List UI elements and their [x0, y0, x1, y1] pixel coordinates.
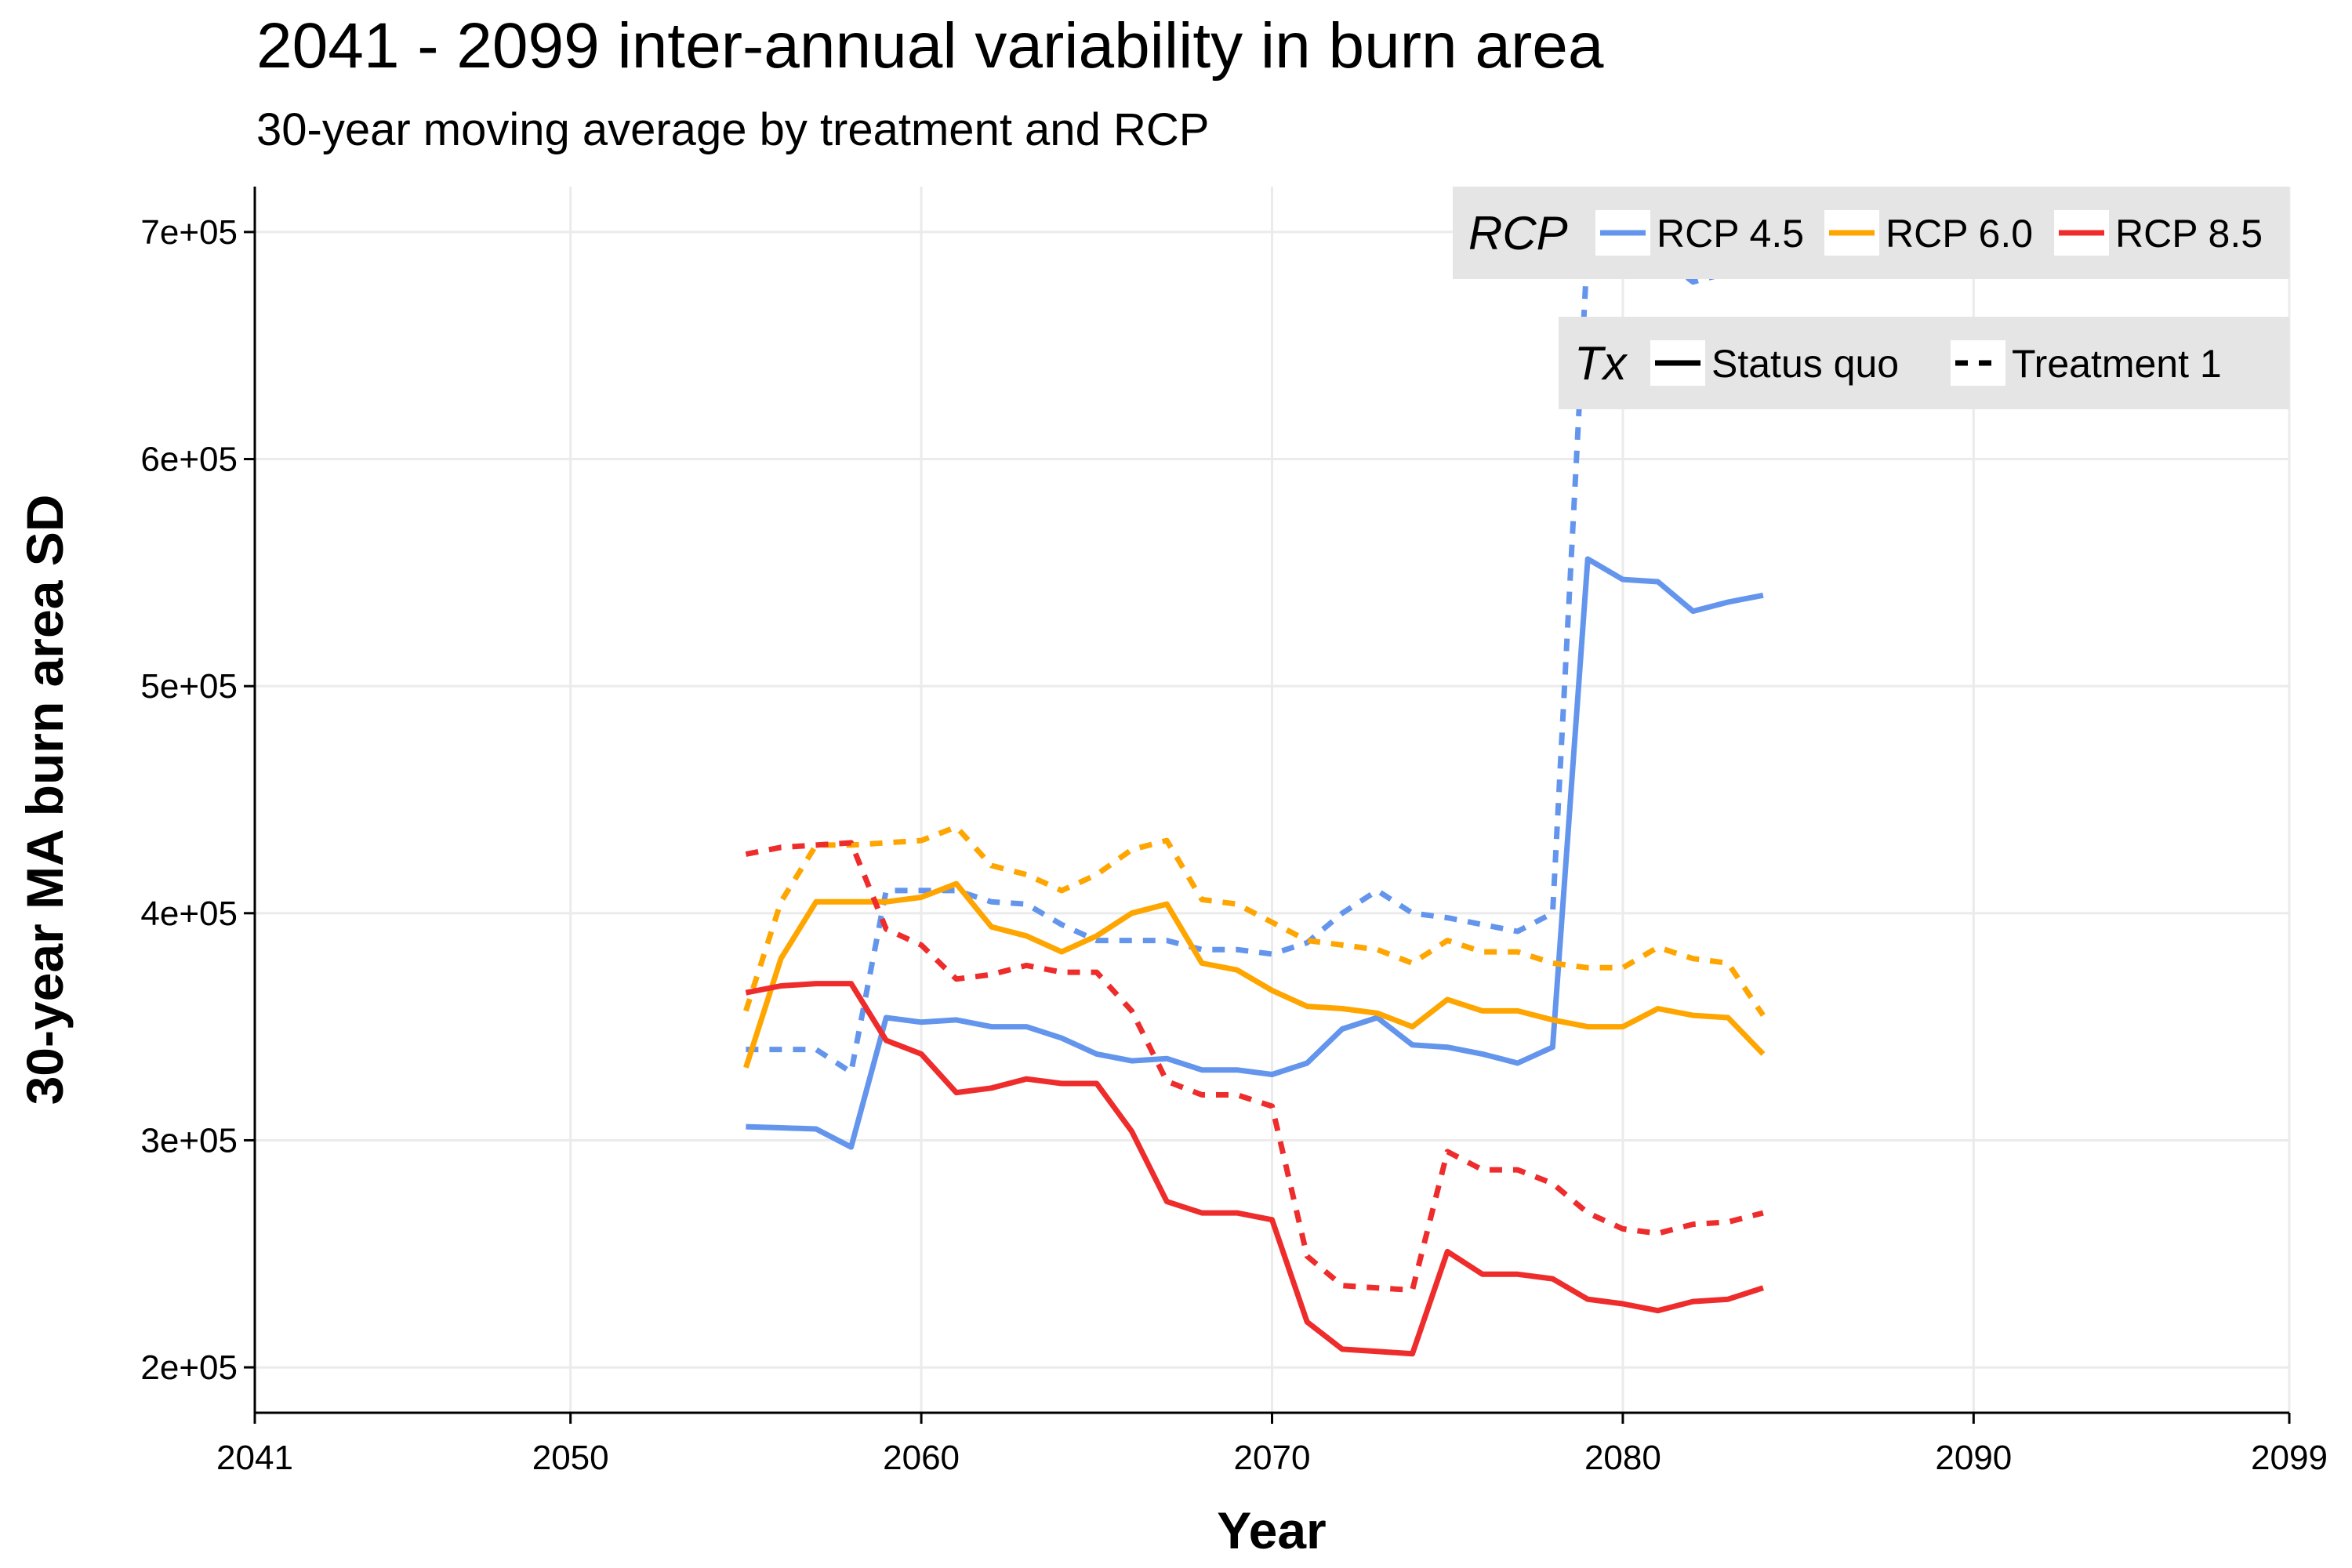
legend-rcp: RCP RCP 4.5 RCP 6.0 RCP 8.5: [1453, 187, 2289, 279]
x-tick-label: 2050: [532, 1439, 609, 1477]
series-line: [745, 840, 1764, 1294]
x-tick-label: 2080: [1584, 1439, 1661, 1477]
chart-title: 2041 - 2099 inter-annual variability in …: [256, 10, 1604, 82]
y-tick-label: 6e+05: [140, 441, 238, 479]
x-tick-label: 2041: [216, 1439, 293, 1477]
legend-tx-title: Tx: [1574, 337, 1628, 390]
y-tick-label: 7e+05: [140, 213, 238, 252]
series-line: [745, 981, 1764, 1357]
x-tick-label: 2090: [1935, 1439, 2012, 1477]
legend-rcp-title: RCP: [1468, 207, 1568, 260]
legend-label: Treatment 1: [2012, 342, 2222, 386]
legend-label: RCP 6.0: [1886, 212, 2033, 256]
y-tick-label: 2e+05: [140, 1348, 238, 1387]
axis-ticks: 2e+05 3e+05 4e+05 5e+05 6e+05 7e+05 2041 2050 20…: [140, 213, 2328, 1477]
y-tick-label: 5e+05: [140, 667, 238, 706]
x-tick-label: 2070: [1234, 1439, 1311, 1477]
legend-label: RCP 8.5: [2115, 212, 2263, 256]
y-tick-label: 3e+05: [140, 1121, 238, 1160]
series-line: [746, 556, 1764, 1150]
legend-tx: Tx Status quo Treatment 1: [1559, 317, 2289, 409]
x-tick-label: 2099: [2251, 1439, 2328, 1477]
x-tick-label: 2060: [883, 1439, 960, 1477]
series-line: [743, 824, 1766, 1018]
x-axis-title: Year: [1217, 1501, 1326, 1559]
legend-label: RCP 4.5: [1657, 212, 1804, 256]
y-axis-title: 30-year MA burn area SD: [16, 495, 74, 1105]
y-tick-label: 4e+05: [140, 895, 238, 933]
legend-label: Status quo: [1711, 342, 1899, 386]
series-lines: [743, 240, 1766, 1357]
series-line: [743, 880, 1766, 1069]
chart-subtitle: 30-year moving average by treatment and …: [256, 104, 1210, 155]
